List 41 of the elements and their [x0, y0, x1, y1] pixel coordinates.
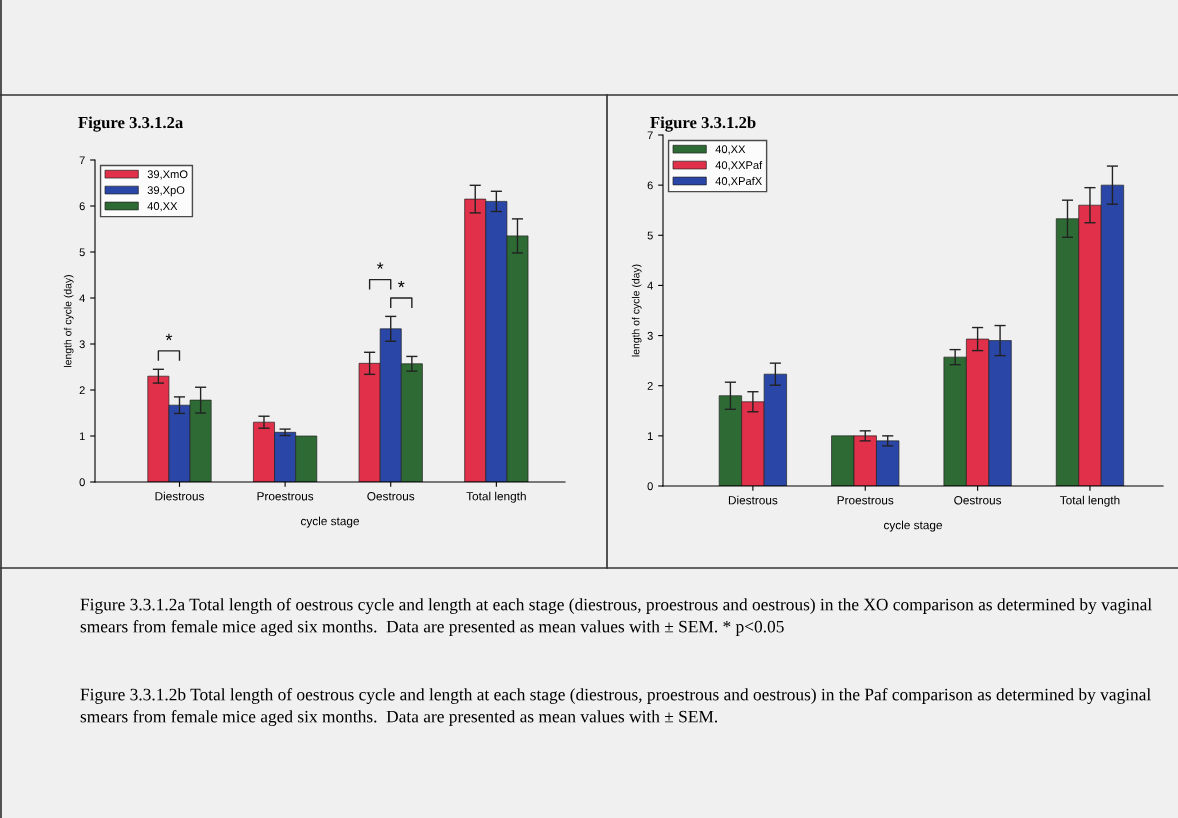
y-axis-title: length of cycle (day) — [63, 275, 74, 367]
legend-label: 39,XpO — [147, 186, 185, 197]
legend-label: 39,XmO — [147, 170, 188, 180]
y-tick-label: 6 — [79, 202, 85, 211]
y-axis-title: length of cycle (day) — [631, 264, 642, 357]
x-tick-label: Oestrous — [954, 496, 1002, 505]
y-tick-label: 3 — [79, 340, 85, 349]
y-tick-label: 0 — [79, 478, 85, 487]
x-tick-label: Diestrous — [728, 495, 778, 505]
y-tick-label: 2 — [647, 381, 653, 390]
x-tick-label: Oestrous — [367, 492, 415, 501]
y-tick-label: 7 — [647, 131, 653, 140]
y-tick-label: 1 — [79, 432, 85, 441]
x-axis-title: cycle stage — [300, 516, 360, 528]
x-tick-label: Proestrous — [257, 492, 314, 501]
legend-label: 40,XPafX — [715, 176, 762, 187]
chart-title: Figure 3.3.1.2a — [78, 116, 183, 132]
x-axis-title: cycle stage — [883, 520, 943, 532]
chart-title: Figure 3.3.1.2b — [650, 116, 756, 132]
legend-label: 40,XXPaf — [715, 160, 763, 171]
y-tick-label: 4 — [647, 281, 653, 290]
y-tick-label: 7 — [79, 156, 85, 165]
y-tick-label: 3 — [647, 331, 653, 340]
x-tick-label: Total length — [1060, 495, 1120, 507]
annotation: * — [165, 333, 173, 341]
y-tick-label: 2 — [79, 386, 85, 395]
y-tick-label: 4 — [79, 294, 85, 303]
y-tick-label: 1 — [647, 432, 653, 440]
y-tick-label: 5 — [647, 231, 653, 240]
caption: Figure 3.3.1.2a Total length of oestrous cycle and length at each stage (diestrous, proestrous and oestrous) in the XO comparison as determined by vaginal smears from female mice aged six months. Data are presented as mean values with ± SEM. * p<0.05 — [80, 598, 1152, 637]
y-tick-label: 0 — [647, 482, 653, 491]
annotation: * — [398, 280, 405, 288]
y-tick-label: 6 — [647, 181, 653, 190]
legend-label: 40,XX — [147, 202, 178, 212]
annotation: * — [376, 262, 384, 269]
y-tick-label: 5 — [79, 248, 85, 257]
x-tick-label: Total length — [466, 491, 526, 503]
legend-label: 40,XX — [715, 145, 746, 155]
x-tick-label: Proestrous — [837, 496, 894, 505]
caption: Figure 3.3.1.2b Total length of oestrous cycle and length at each stage (diestrous, proestrous and oestrous) in the Paf comparison as determined by vaginal smears from female mice aged six months. Data are presented as mean values with ± SEM. — [80, 688, 1151, 727]
x-tick-label: Diestrous — [155, 491, 204, 501]
